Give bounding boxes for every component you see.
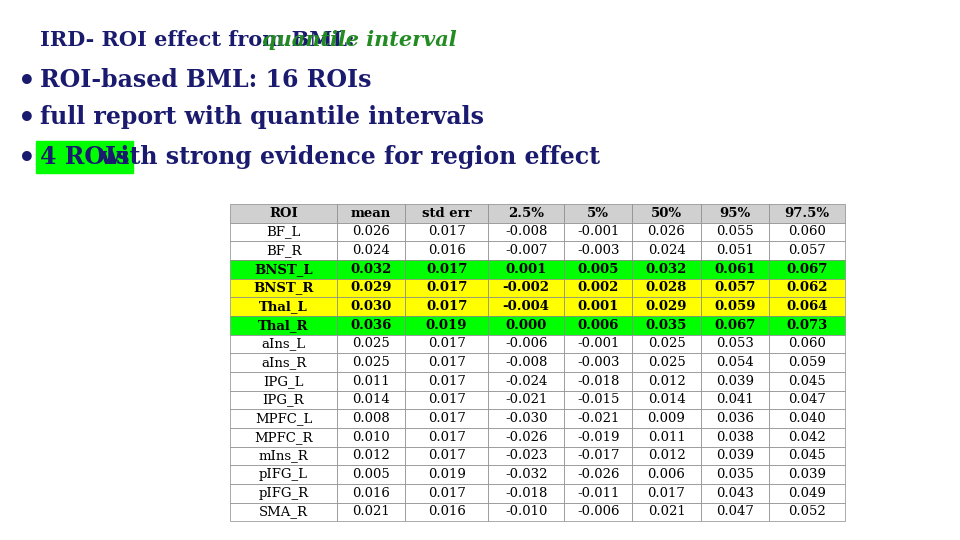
Text: full report with quantile intervals: full report with quantile intervals <box>40 105 484 129</box>
Text: IRD- ROI effect from BML:: IRD- ROI effect from BML: <box>40 30 362 50</box>
Text: •: • <box>18 105 36 132</box>
Text: •: • <box>18 145 36 172</box>
Text: •: • <box>18 68 36 95</box>
Text: quantile interval: quantile interval <box>262 30 457 50</box>
Text: 4 ROIs: 4 ROIs <box>40 145 130 169</box>
Text: with strong evidence for region effect: with strong evidence for region effect <box>92 145 600 169</box>
Text: ROI-based BML: 16 ROIs: ROI-based BML: 16 ROIs <box>40 68 372 92</box>
